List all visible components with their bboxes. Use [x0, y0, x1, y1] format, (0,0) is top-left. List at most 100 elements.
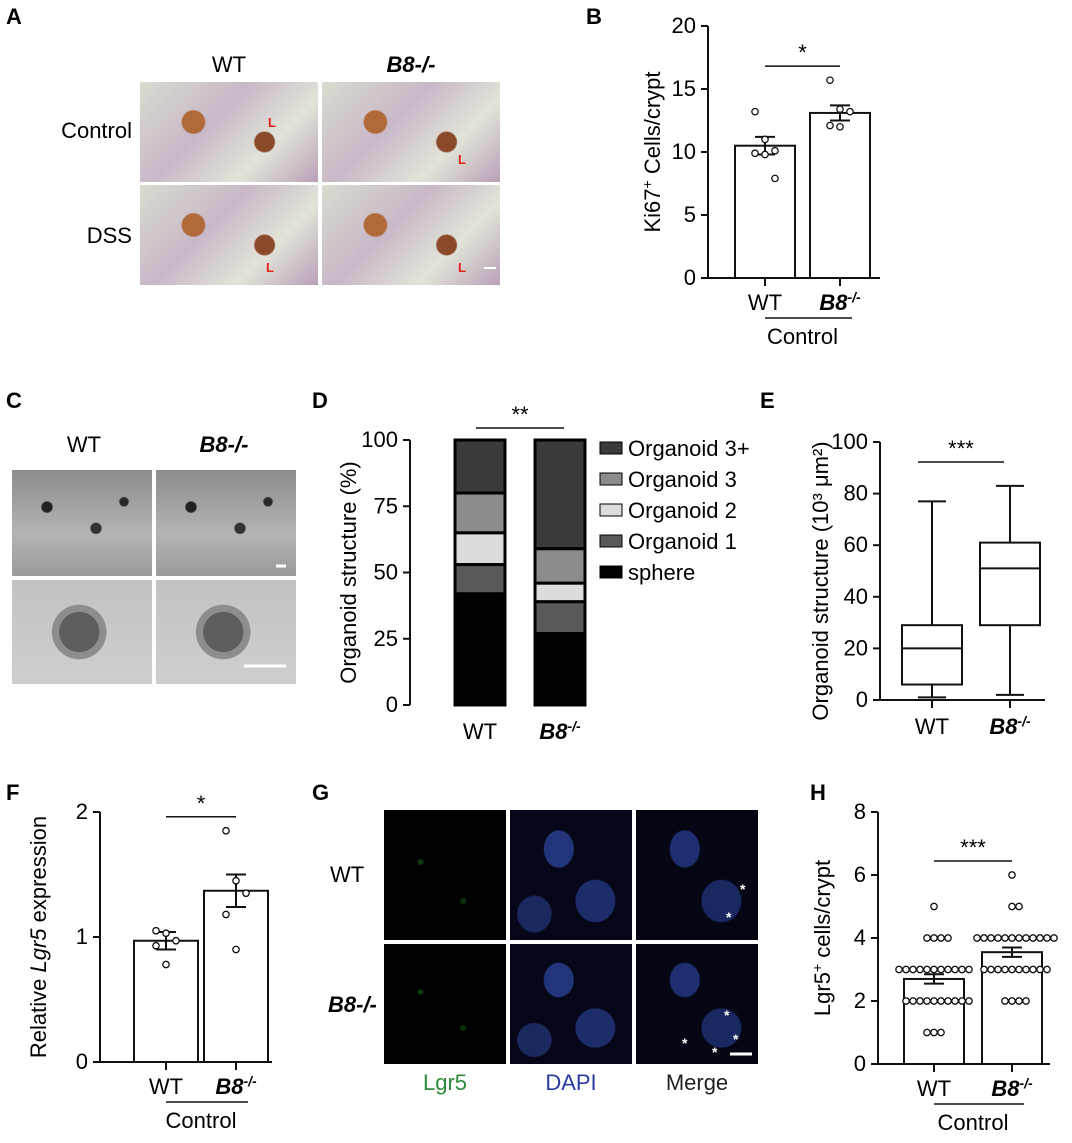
y-tick-label: 2 — [854, 988, 866, 1013]
data-point — [846, 107, 854, 116]
x-group-label: Control — [938, 1110, 1009, 1135]
data-point — [923, 965, 931, 974]
y-tick-label: 0 — [684, 265, 696, 290]
organoid-b8-low-mag-image — [156, 470, 296, 576]
stack-segment — [453, 438, 507, 495]
data-point — [944, 965, 952, 974]
y-tick-label: 5 — [684, 202, 696, 227]
significance-label: * — [197, 791, 206, 816]
bar — [903, 977, 965, 1066]
data-point — [1015, 902, 1023, 911]
a-row-label-control: Control — [61, 118, 132, 143]
data-point — [152, 926, 160, 935]
dapi-b8-image — [510, 944, 632, 1064]
data-point — [958, 965, 966, 974]
bar — [133, 939, 199, 1063]
legend-swatch — [599, 503, 623, 517]
data-point — [930, 934, 938, 942]
data-point — [761, 150, 769, 159]
legend-label: Organoid 3 — [628, 467, 737, 492]
data-point — [937, 965, 945, 974]
significance-label: *** — [960, 835, 986, 860]
chart-d-organoid-stacked: 0 25 50 75 100 WT B8-/- Organoid structure (%) *… — [336, 402, 750, 744]
data-point — [937, 934, 945, 942]
data-point — [761, 135, 769, 144]
data-point — [1001, 934, 1009, 942]
data-point — [826, 121, 834, 130]
data-point — [930, 965, 938, 974]
data-point — [930, 902, 938, 911]
data-point — [232, 945, 240, 954]
stack-segment — [453, 592, 507, 707]
y-tick-label: 100 — [831, 429, 868, 454]
c-col-label-wt: WT — [67, 432, 101, 457]
y-tick-label: 0 — [854, 1051, 866, 1076]
a-lumen-marker: L — [458, 260, 466, 275]
ihc-wt-dss-image — [140, 185, 318, 285]
data-point — [980, 965, 988, 974]
data-point — [1022, 997, 1030, 1005]
data-point — [916, 997, 924, 1005]
y-tick-label: 10 — [672, 139, 696, 164]
legend-swatch — [599, 534, 623, 548]
data-point — [994, 965, 1002, 974]
data-point — [836, 105, 844, 114]
g-lgr5-cell-marker: * — [733, 1031, 739, 1047]
chart-f-lgr5-expression: 0 1 2 WT B8-/- Control Relative Lgr5 expressio… — [26, 791, 272, 1133]
data-point — [1022, 965, 1030, 974]
data-point — [1029, 965, 1037, 974]
g-channel-label-dapi: DAPI — [545, 1070, 596, 1095]
data-point — [162, 960, 170, 969]
chart-e-organoid-box: 0 20 40 60 80 100 WT B8-/- Organoid structure (1… — [808, 429, 1045, 739]
y-axis-title: Lgr5+ cells/crypt — [809, 860, 835, 1016]
data-point — [923, 934, 931, 942]
panel-letter-h: H — [810, 780, 826, 805]
chart-b-ki67: 0 5 10 15 20 WT B8-/- Control Ki67+ Cells/crypt * — [639, 13, 880, 349]
legend-swatch — [599, 565, 623, 579]
data-point — [1015, 934, 1023, 942]
panel-letter-e: E — [760, 388, 775, 413]
organoid-wt-high-mag-image — [12, 580, 152, 684]
data-point — [909, 965, 917, 974]
data-point — [951, 997, 959, 1005]
significance-label: * — [798, 40, 807, 65]
g-row-label-wt: WT — [330, 862, 364, 887]
data-point — [771, 146, 779, 155]
a-lumen-marker: L — [268, 115, 276, 130]
g-channel-label-lgr5: Lgr5 — [423, 1070, 467, 1095]
data-point — [751, 107, 759, 116]
stack-segment — [533, 438, 587, 551]
a-col-label-b8: B8-/- — [387, 52, 436, 77]
stack-segment — [533, 547, 587, 585]
data-point — [152, 941, 160, 950]
y-tick-label: 50 — [374, 560, 398, 585]
merge-wt-image — [636, 810, 758, 940]
legend-label: Organoid 2 — [628, 498, 737, 523]
organoid-wt-low-mag-image — [12, 470, 152, 576]
y-tick-label: 8 — [854, 799, 866, 824]
data-point — [1008, 997, 1016, 1005]
data-point — [930, 1028, 938, 1037]
data-point — [1008, 965, 1016, 974]
data-point — [902, 965, 910, 974]
y-tick-label: 0 — [856, 687, 868, 712]
y-tick-label: 4 — [854, 925, 866, 950]
data-point — [951, 965, 959, 974]
data-point — [1050, 934, 1058, 942]
g-channel-label-merge: Merge — [666, 1070, 728, 1095]
ihc-b8-control-image — [322, 82, 500, 182]
y-tick-label: 0 — [76, 1049, 88, 1074]
data-point — [162, 929, 170, 938]
data-point — [1043, 965, 1051, 974]
data-point — [909, 997, 917, 1005]
stack-segment — [453, 531, 507, 567]
x-tick-label: WT — [917, 1076, 951, 1101]
legend-label: Organoid 3+ — [628, 436, 750, 461]
g-lgr5-cell-marker: * — [740, 881, 746, 897]
panel-letter-f: F — [6, 780, 19, 805]
data-point — [771, 174, 779, 183]
data-point — [923, 1028, 931, 1037]
chart-h-lgr5-cells: 0 2 4 6 8 WT B8-/- Control Lgr5+ cells/crypt *** — [809, 799, 1058, 1135]
legend-label: sphere — [628, 560, 695, 585]
y-tick-label: 2 — [76, 799, 88, 824]
